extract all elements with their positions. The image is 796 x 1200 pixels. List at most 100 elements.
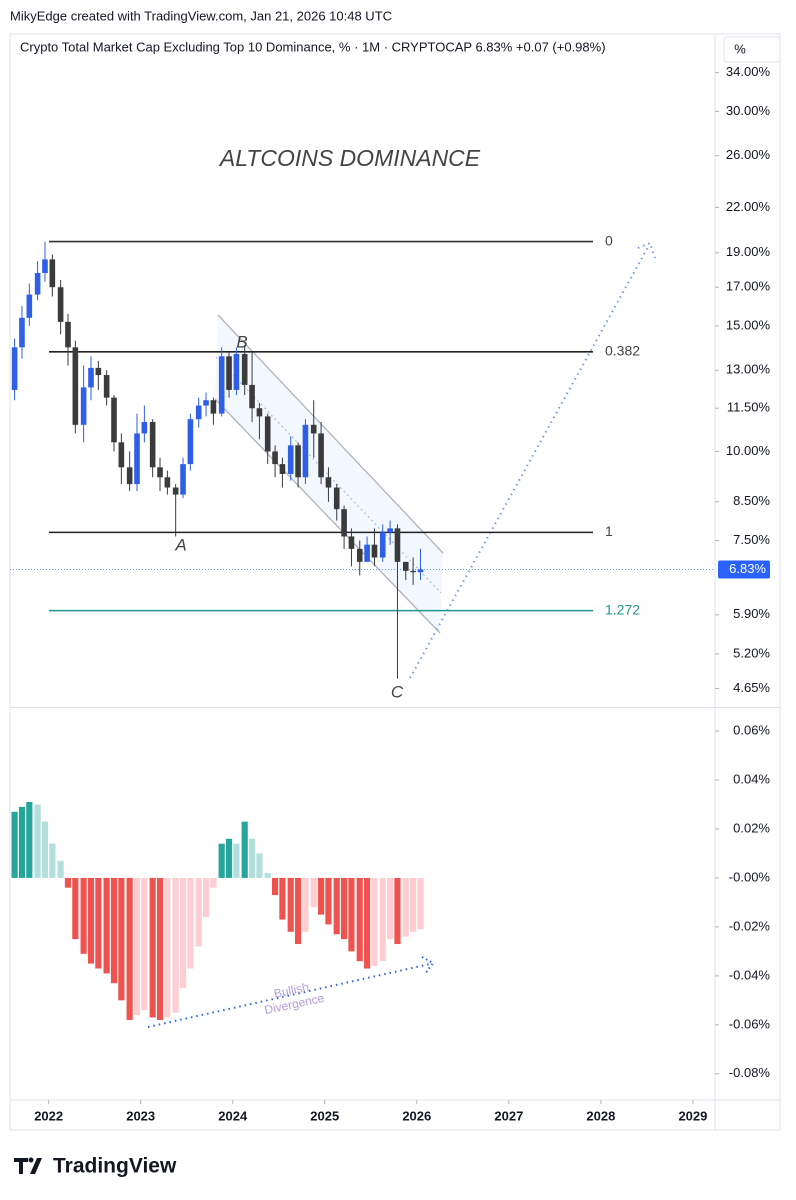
histogram-bar <box>118 877 125 1001</box>
channel-mid <box>215 356 442 594</box>
x-tick-label: 2028 <box>586 1108 615 1123</box>
histogram-bar <box>341 877 348 940</box>
y-tick-label: 10.00% <box>726 443 771 458</box>
logo-mark <box>14 1158 42 1174</box>
annotation: ALTCOINS DOMINANCE <box>218 145 481 171</box>
candle-body <box>287 445 294 474</box>
frame <box>9 33 781 1131</box>
y-tick-label: 8.50% <box>733 493 770 508</box>
candle-body <box>180 464 186 495</box>
histogram-bar <box>133 877 141 1016</box>
y-tick-label: 5.90% <box>733 606 770 621</box>
last-price-label: 6.83% <box>729 561 766 576</box>
channel-line <box>217 314 444 554</box>
candle-body <box>26 294 33 318</box>
y-tick-label: 11.50% <box>727 400 771 415</box>
scale-button-label[interactable]: % <box>734 41 746 56</box>
logo-dot <box>28 1157 34 1163</box>
y-tick-label: 34.00% <box>726 64 771 79</box>
candle-body <box>233 354 240 390</box>
candle-body <box>49 259 56 288</box>
candle-body <box>241 354 248 385</box>
candle-body <box>348 536 355 549</box>
candle-body <box>187 419 194 465</box>
histogram-bar <box>18 806 26 878</box>
x-tick-label: 2023 <box>126 1108 155 1123</box>
candle-body <box>279 464 286 474</box>
histogram-bar <box>26 802 33 878</box>
candle-body <box>11 347 18 390</box>
candle-body <box>402 561 409 571</box>
candle-body <box>126 467 133 485</box>
histogram-bar <box>333 877 340 935</box>
fib-label: 1 <box>605 523 613 539</box>
histogram-bar <box>325 877 332 925</box>
candle-body <box>195 405 202 420</box>
histogram-bar <box>57 860 64 878</box>
histogram-bar <box>149 877 156 1018</box>
histogram-bar <box>34 804 41 878</box>
candle-body <box>164 477 171 488</box>
candle-body <box>149 421 156 468</box>
candle-body <box>371 544 378 558</box>
logo-text: TradingView <box>53 1155 177 1178</box>
candle-body <box>111 397 117 443</box>
last-price-box <box>718 560 770 579</box>
x-tick-label: 2027 <box>494 1108 523 1123</box>
candle-body <box>394 528 401 562</box>
channel-line <box>214 398 441 634</box>
fib-label: 1.272 <box>605 601 640 617</box>
histogram-bar <box>187 877 194 969</box>
histogram-bar <box>317 877 325 915</box>
candle-body <box>325 477 332 488</box>
histogram-bar <box>410 877 417 932</box>
y-tick-label: 15.00% <box>726 317 771 332</box>
scale-button[interactable] <box>723 36 781 63</box>
histogram-bar <box>371 877 378 967</box>
y-tick-label: 17.00% <box>726 279 771 294</box>
annotation: B <box>236 332 247 351</box>
candle-body <box>157 467 163 478</box>
candle-body <box>103 375 110 398</box>
candle-body <box>341 509 347 537</box>
histogram-bar <box>256 853 263 878</box>
candle-body <box>249 384 255 409</box>
candle-body <box>379 532 386 558</box>
histogram-bar <box>141 877 148 1011</box>
histogram-bar <box>248 838 256 878</box>
histogram-bar <box>41 821 49 878</box>
candle-body <box>172 487 179 495</box>
candle-body <box>95 367 102 376</box>
histogram-bar <box>72 877 79 940</box>
candle-body <box>256 408 263 417</box>
histogram-bar <box>348 877 355 952</box>
candle-body <box>203 400 209 406</box>
candle-body <box>333 487 340 510</box>
y-tick-label: 19.00% <box>726 244 771 259</box>
candle-body <box>387 528 393 533</box>
channel-fill <box>215 315 443 633</box>
chart-title: Crypto Total Market Cap Excluding Top 10… <box>20 39 606 54</box>
candle-body <box>65 321 71 348</box>
histogram-bar <box>126 877 133 1020</box>
histogram-bar <box>287 877 294 932</box>
candle-body <box>34 272 41 295</box>
histogram-bar <box>394 877 401 945</box>
y-tick-label: 7.50% <box>733 532 770 547</box>
histogram-bar <box>49 843 56 878</box>
divergence-arrow <box>147 963 431 1028</box>
histogram-bar <box>379 877 386 962</box>
y-tick-label: -0.08% <box>729 1065 771 1080</box>
histogram-bar <box>110 877 118 984</box>
fib-label: 0 <box>605 232 613 248</box>
histogram-bar <box>402 877 409 937</box>
logo: TradingView <box>14 1155 177 1178</box>
histogram-bar <box>225 838 233 878</box>
candle-body <box>134 433 140 485</box>
histogram-bar <box>164 877 171 1018</box>
y-tick-label: -0.06% <box>729 1016 771 1031</box>
candle-body <box>310 424 317 434</box>
candle-body <box>364 544 370 562</box>
y-tick-label: 0.02% <box>733 820 770 835</box>
